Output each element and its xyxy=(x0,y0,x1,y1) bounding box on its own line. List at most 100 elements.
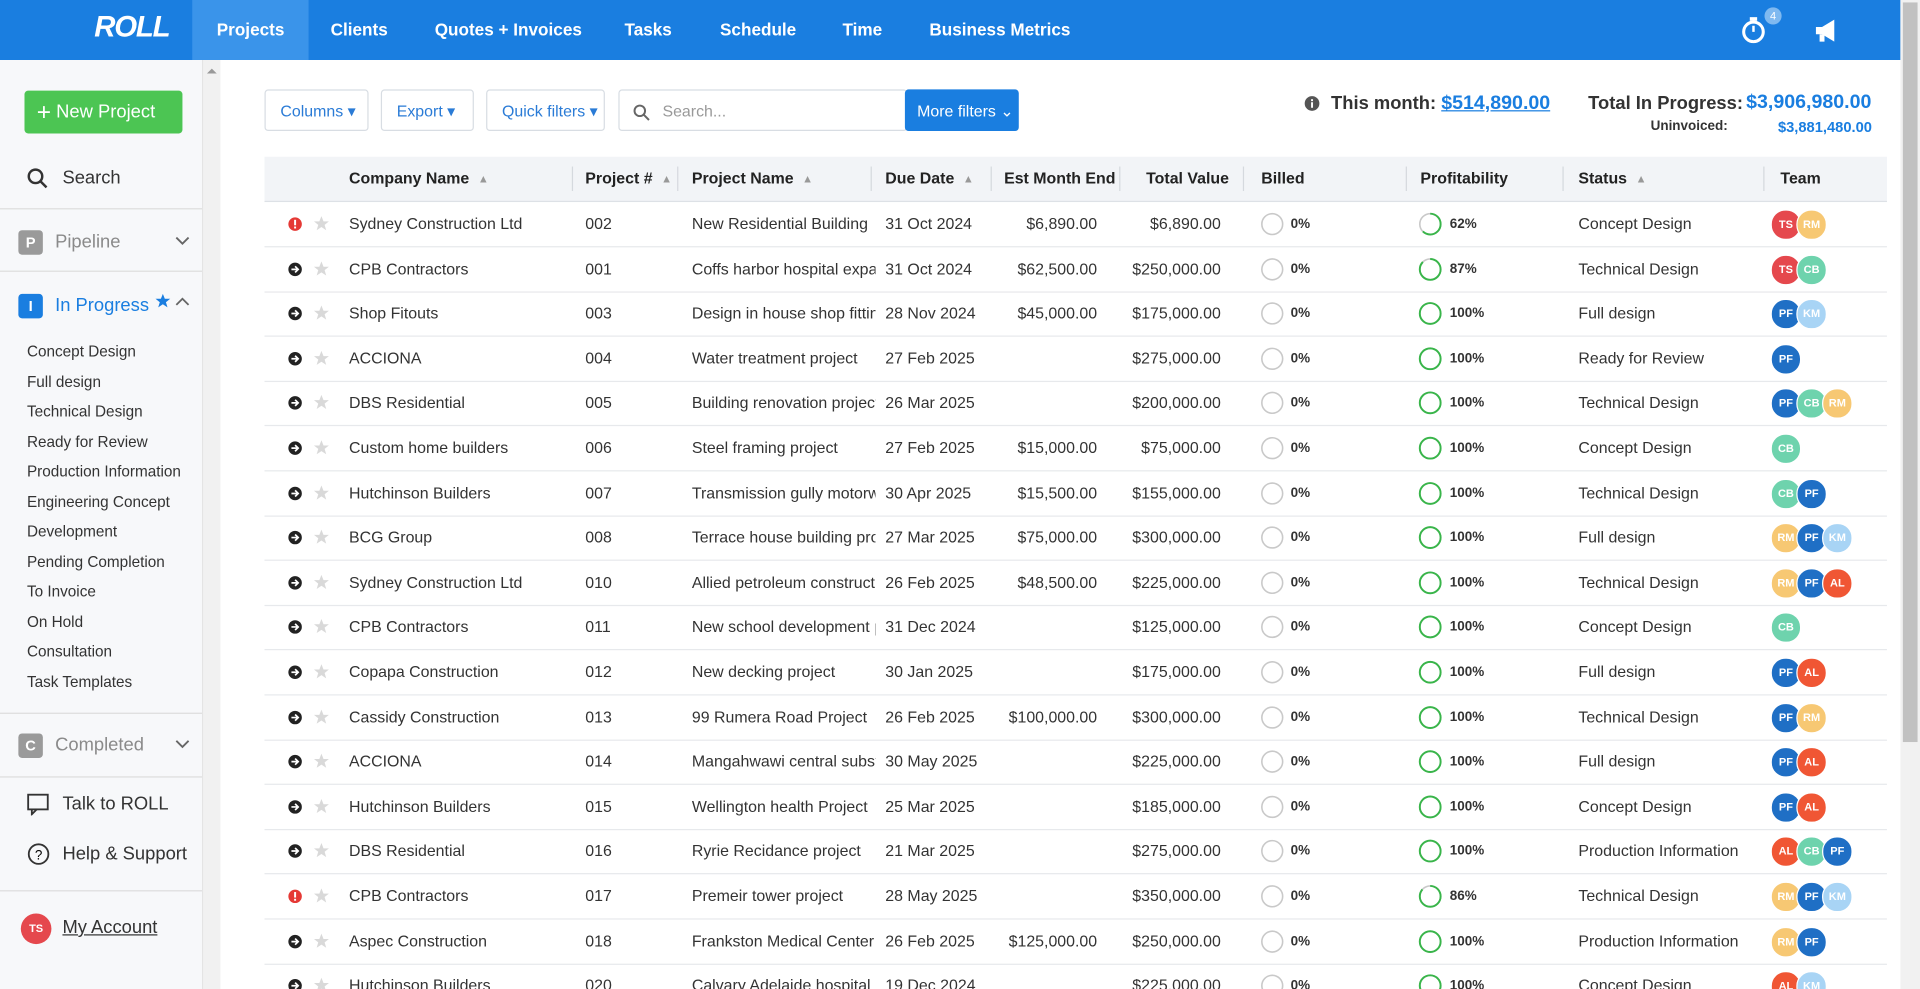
chevron[interactable] xyxy=(175,236,190,246)
favorite-star[interactable] xyxy=(313,529,329,545)
table-row[interactable] xyxy=(264,561,1887,606)
open-icon[interactable] xyxy=(288,710,303,725)
favorite-star[interactable] xyxy=(313,843,329,859)
status-filter[interactable]: Task Templates xyxy=(26,672,133,691)
column-header[interactable]: Team xyxy=(1780,157,1820,201)
export-button[interactable]: Export ▾ xyxy=(380,89,474,132)
team-avatar[interactable]: PF xyxy=(1796,523,1827,554)
new-project-button[interactable]: + New Project xyxy=(24,90,183,134)
table-row[interactable] xyxy=(264,605,1887,651)
open-icon[interactable] xyxy=(288,530,303,545)
in-progress-link[interactable]: In Progress xyxy=(55,295,150,316)
announce-icon[interactable] xyxy=(1813,17,1842,44)
status-filter[interactable]: Technical Design xyxy=(26,402,143,421)
team-avatar[interactable]: CB xyxy=(1796,254,1827,285)
favorite-star[interactable] xyxy=(313,395,329,411)
team-avatar[interactable]: AL xyxy=(1796,791,1827,823)
team-avatar[interactable]: CB xyxy=(1770,433,1802,465)
this-month-value[interactable]: $514,890.00 xyxy=(1441,93,1551,114)
favorite-star[interactable] xyxy=(313,440,329,456)
open-icon[interactable] xyxy=(288,441,303,456)
favorite-star[interactable] xyxy=(313,574,329,590)
open-icon[interactable] xyxy=(288,799,303,814)
team-avatar[interactable]: AL xyxy=(1796,747,1827,778)
account-link[interactable]: My Account xyxy=(62,917,158,938)
table-row[interactable] xyxy=(264,292,1887,337)
table-row[interactable] xyxy=(264,785,1887,830)
column-header[interactable]: Billed xyxy=(1261,157,1304,201)
timer-icon[interactable] xyxy=(1740,15,1769,47)
open-icon[interactable] xyxy=(288,979,303,989)
nav-item[interactable]: Quotes + Invoices xyxy=(434,19,582,40)
sort-icon[interactable]: ▲ xyxy=(962,172,974,185)
columns-button[interactable]: Columns ▾ xyxy=(264,89,369,132)
completed-link[interactable]: Completed xyxy=(55,734,144,756)
team-avatar[interactable]: CB xyxy=(1770,478,1802,509)
nav-item[interactable]: Schedule xyxy=(720,19,797,40)
open-icon[interactable] xyxy=(288,755,303,770)
status-filter[interactable]: Engineering Concept xyxy=(26,492,170,511)
sort-icon[interactable]: ▲ xyxy=(661,172,673,185)
sort-icon[interactable]: ▲ xyxy=(802,172,814,185)
team-avatar[interactable]: RM xyxy=(1822,388,1853,420)
open-icon[interactable] xyxy=(288,306,303,321)
team-avatar[interactable]: PF xyxy=(1770,702,1802,733)
favorite-star[interactable] xyxy=(313,933,329,949)
favorite-star[interactable] xyxy=(313,305,329,321)
table-row[interactable] xyxy=(264,247,1887,293)
talk-link[interactable]: Talk to ROLL xyxy=(62,793,169,815)
favorite-star[interactable] xyxy=(313,708,329,724)
table-row[interactable] xyxy=(264,471,1887,517)
team-avatar[interactable]: KM xyxy=(1822,523,1853,554)
team-avatar[interactable]: AL xyxy=(1770,836,1802,868)
team-avatar[interactable]: PF xyxy=(1770,657,1802,689)
scroll-thumb[interactable] xyxy=(1902,2,1918,743)
open-icon[interactable] xyxy=(288,262,303,277)
favorite-star[interactable] xyxy=(313,798,329,814)
open-icon[interactable] xyxy=(288,665,303,680)
star-chevron[interactable] xyxy=(155,293,190,310)
favorite-star[interactable] xyxy=(313,216,329,232)
status-filter[interactable]: Pending Completion xyxy=(26,552,165,571)
table-row[interactable] xyxy=(264,516,1887,562)
team-avatar[interactable]: KM xyxy=(1796,299,1827,330)
team-avatar[interactable]: KM xyxy=(1822,881,1853,913)
help-link[interactable]: Help & Support xyxy=(62,843,188,865)
table-row[interactable] xyxy=(264,381,1887,427)
team-avatar[interactable]: PF xyxy=(1822,836,1853,868)
pipeline-link[interactable]: Pipeline xyxy=(55,231,121,253)
column-header[interactable]: Project Name ▲ xyxy=(692,157,813,201)
nav-item[interactable]: Clients xyxy=(330,19,388,40)
team-avatar[interactable]: PF xyxy=(1796,926,1827,958)
sort-icon[interactable]: ▲ xyxy=(477,172,489,185)
team-avatar[interactable]: PF xyxy=(1796,478,1827,509)
status-filter[interactable]: Concept Design xyxy=(26,342,136,361)
favorite-star[interactable] xyxy=(313,260,329,276)
search-input[interactable]: Search... xyxy=(618,89,908,132)
status-filter[interactable]: Consultation xyxy=(26,642,113,661)
team-avatar[interactable]: TS xyxy=(1770,254,1802,285)
favorite-star[interactable] xyxy=(313,619,329,635)
alert-icon[interactable] xyxy=(288,217,303,232)
table-row[interactable] xyxy=(264,829,1887,875)
team-avatar[interactable]: PF xyxy=(1770,343,1802,375)
favorite-star[interactable] xyxy=(313,888,329,904)
column-header[interactable]: Status ▲ xyxy=(1578,157,1646,201)
status-filter[interactable]: Production Information xyxy=(26,462,181,481)
team-avatar[interactable]: CB xyxy=(1770,612,1802,644)
table-row[interactable] xyxy=(264,874,1887,920)
sort-icon[interactable]: ▲ xyxy=(1635,172,1647,185)
team-avatar[interactable]: PF xyxy=(1770,299,1802,330)
nav-item[interactable]: Projects xyxy=(192,0,309,61)
column-header[interactable]: Est Month End xyxy=(1004,157,1115,201)
column-header[interactable]: Profitability xyxy=(1420,157,1508,201)
nav-item[interactable]: Time xyxy=(842,19,883,40)
quick-filters-button[interactable]: Quick filters ▾ xyxy=(486,89,605,132)
favorite-star[interactable] xyxy=(313,350,329,366)
more-filters-button[interactable]: More filters ⌄ xyxy=(904,89,1019,132)
team-avatar[interactable]: AL xyxy=(1796,657,1827,689)
table-row[interactable] xyxy=(264,202,1887,248)
open-icon[interactable] xyxy=(288,396,303,411)
table-row[interactable] xyxy=(264,919,1887,965)
column-header[interactable]: Project # ▲ xyxy=(585,157,672,201)
